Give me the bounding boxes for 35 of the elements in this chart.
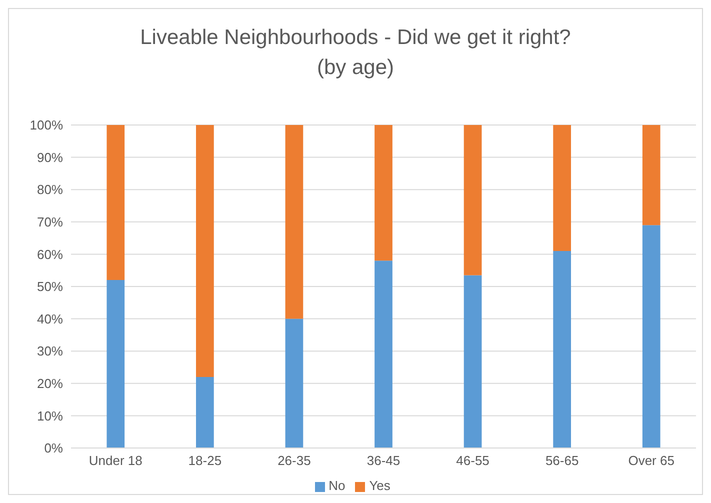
- y-tick-label: 40%: [36, 311, 64, 326]
- y-tick-label: 50%: [36, 279, 64, 294]
- bar: [553, 250, 571, 448]
- bar: [464, 125, 482, 276]
- legend-label: Yes: [369, 478, 390, 493]
- x-tick-label: Over 65: [628, 453, 674, 468]
- y-tick-label: 0%: [44, 440, 64, 456]
- bar: [642, 225, 660, 448]
- bar: [196, 125, 214, 377]
- legend-label: No: [328, 478, 346, 493]
- chart-title: Liveable Neighbourhoods - Did we get it right? (by age): [139, 25, 572, 81]
- bar: [196, 376, 214, 448]
- bar: [106, 125, 125, 280]
- bar: [285, 318, 304, 448]
- y-tick-label: 80%: [36, 182, 64, 198]
- bar: [285, 125, 304, 319]
- x-tick-label: Under 18: [88, 453, 142, 468]
- y-tick-label: 70%: [36, 214, 64, 230]
- bar: [464, 275, 482, 448]
- y-tick-label: 20%: [36, 376, 64, 392]
- x-tick-label: 56-65: [545, 453, 579, 468]
- x-tick-label: 18-25: [188, 453, 222, 468]
- bar: [642, 125, 660, 226]
- y-tick-label: 60%: [36, 246, 64, 262]
- x-tick-label: 36-45: [366, 453, 400, 468]
- y-tick-label: 30%: [36, 344, 64, 359]
- y-tick-label: 100%: [30, 118, 64, 133]
- x-tick-label: 46-55: [456, 453, 490, 468]
- y-tick-label: 90%: [36, 150, 64, 165]
- bar: [106, 280, 125, 448]
- y-tick-label: 10%: [36, 408, 64, 424]
- x-tick-label: 26-35: [278, 453, 311, 468]
- bar: [374, 260, 392, 448]
- bar: [374, 125, 392, 261]
- bar: [553, 125, 571, 251]
